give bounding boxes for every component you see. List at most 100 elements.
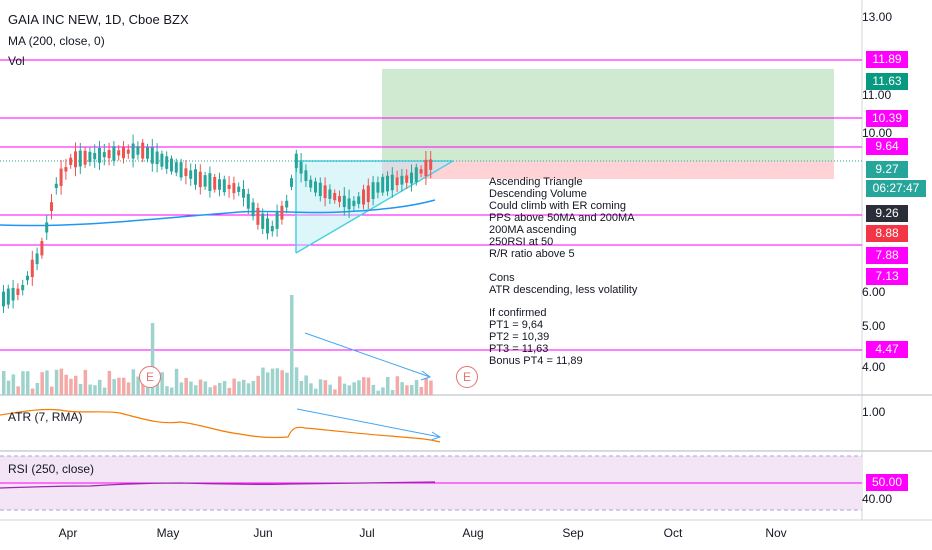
candle[interactable] bbox=[26, 275, 29, 281]
candlestick-series[interactable] bbox=[2, 134, 433, 313]
candle[interactable] bbox=[294, 153, 298, 169]
earnings-icon[interactable]: E bbox=[139, 366, 161, 388]
candle[interactable] bbox=[323, 185, 327, 199]
candle[interactable] bbox=[59, 168, 63, 187]
level-badge-11-63[interactable]: 11.63 bbox=[866, 73, 908, 90]
candle[interactable] bbox=[414, 167, 418, 183]
volume-legend[interactable]: Vol bbox=[8, 54, 25, 68]
candle[interactable] bbox=[285, 200, 289, 208]
candle[interactable] bbox=[155, 151, 159, 165]
candle[interactable] bbox=[16, 288, 20, 296]
candle[interactable] bbox=[333, 193, 337, 201]
candle[interactable] bbox=[352, 200, 356, 207]
candle[interactable] bbox=[237, 186, 241, 192]
candle[interactable] bbox=[141, 142, 145, 159]
candle[interactable] bbox=[318, 182, 322, 197]
atr-line[interactable] bbox=[0, 408, 441, 443]
candle[interactable] bbox=[338, 196, 341, 202]
volume-series[interactable] bbox=[2, 295, 433, 395]
candle[interactable] bbox=[69, 157, 73, 165]
candle[interactable] bbox=[218, 179, 221, 190]
candle[interactable] bbox=[54, 183, 58, 189]
rsi-line[interactable] bbox=[0, 481, 436, 489]
candle[interactable] bbox=[299, 161, 303, 174]
stop-badge-8-88[interactable]: 8.88 bbox=[866, 225, 908, 242]
candle[interactable] bbox=[246, 193, 250, 209]
atr-trend-arrow[interactable] bbox=[296, 408, 442, 441]
candle[interactable] bbox=[213, 177, 217, 190]
candle[interactable] bbox=[410, 172, 413, 184]
candle[interactable] bbox=[88, 151, 92, 163]
candle[interactable] bbox=[400, 175, 404, 185]
candle[interactable] bbox=[136, 146, 140, 155]
rsi-legend[interactable]: RSI (250, close) bbox=[8, 462, 95, 476]
candle[interactable] bbox=[122, 146, 125, 159]
candle[interactable] bbox=[64, 167, 68, 172]
candle[interactable] bbox=[6, 288, 10, 305]
candle[interactable] bbox=[11, 287, 15, 301]
candle[interactable] bbox=[83, 150, 87, 165]
candle[interactable] bbox=[194, 169, 197, 185]
candle[interactable] bbox=[314, 181, 317, 193]
ma-legend[interactable]: MA (200, close, 0) bbox=[8, 34, 105, 48]
candle[interactable] bbox=[376, 182, 380, 193]
level-badge-10-39[interactable]: 10.39 bbox=[866, 110, 908, 127]
candle[interactable] bbox=[222, 179, 226, 193]
candle[interactable] bbox=[160, 153, 164, 167]
candle[interactable] bbox=[270, 226, 274, 232]
profit-zone[interactable] bbox=[382, 69, 834, 161]
candle[interactable] bbox=[227, 184, 231, 189]
level-badge-4-47[interactable]: 4.47 bbox=[866, 341, 908, 358]
candle[interactable] bbox=[146, 147, 149, 159]
candle[interactable] bbox=[165, 156, 169, 169]
candle[interactable] bbox=[74, 151, 77, 168]
rsi-50-badge[interactable]: 50.00 bbox=[866, 474, 908, 491]
candle[interactable] bbox=[424, 159, 428, 177]
candle[interactable] bbox=[117, 150, 121, 156]
candle[interactable] bbox=[179, 162, 183, 178]
candle[interactable] bbox=[386, 175, 389, 192]
candle[interactable] bbox=[150, 147, 154, 164]
candle[interactable] bbox=[275, 212, 279, 229]
candle[interactable] bbox=[251, 202, 255, 217]
candle[interactable] bbox=[290, 178, 293, 187]
candle[interactable] bbox=[35, 253, 39, 265]
candle[interactable] bbox=[405, 175, 409, 183]
candle[interactable] bbox=[50, 202, 53, 212]
candle[interactable] bbox=[102, 152, 106, 158]
candle[interactable] bbox=[93, 152, 97, 160]
candle[interactable] bbox=[366, 185, 370, 203]
candle[interactable] bbox=[184, 168, 188, 177]
candle[interactable] bbox=[2, 291, 5, 307]
candle[interactable] bbox=[261, 213, 265, 229]
candle[interactable] bbox=[21, 284, 25, 291]
candle[interactable] bbox=[371, 182, 375, 199]
candle[interactable] bbox=[342, 195, 346, 208]
candle[interactable] bbox=[78, 150, 82, 167]
candle[interactable] bbox=[232, 183, 236, 194]
candle[interactable] bbox=[30, 259, 34, 278]
candle[interactable] bbox=[208, 173, 212, 192]
candle[interactable] bbox=[40, 241, 44, 256]
candle[interactable] bbox=[112, 146, 116, 161]
level-badge-7-88[interactable]: 7.88 bbox=[866, 247, 908, 264]
candle[interactable] bbox=[328, 189, 332, 199]
candle[interactable] bbox=[266, 218, 269, 234]
candle[interactable] bbox=[256, 207, 260, 225]
candle[interactable] bbox=[131, 143, 135, 159]
candle[interactable] bbox=[126, 149, 130, 154]
candle[interactable] bbox=[203, 175, 207, 187]
candle[interactable] bbox=[107, 150, 111, 159]
volume-trend-arrow[interactable] bbox=[304, 332, 432, 381]
candle[interactable] bbox=[357, 196, 361, 204]
level-badge-9-26[interactable]: 9.26 bbox=[866, 205, 908, 222]
candle[interactable] bbox=[429, 159, 433, 170]
trade-annotation[interactable]: Ascending Triangle Descending Volume Cou… bbox=[489, 176, 638, 368]
candle[interactable] bbox=[198, 171, 202, 188]
candle[interactable] bbox=[347, 198, 351, 210]
candle[interactable] bbox=[174, 162, 178, 173]
level-badge-7-13[interactable]: 7.13 bbox=[866, 268, 908, 285]
candle[interactable] bbox=[170, 158, 173, 172]
symbol-title[interactable]: GAIA INC NEW, 1D, Cboe BZX bbox=[8, 12, 189, 27]
